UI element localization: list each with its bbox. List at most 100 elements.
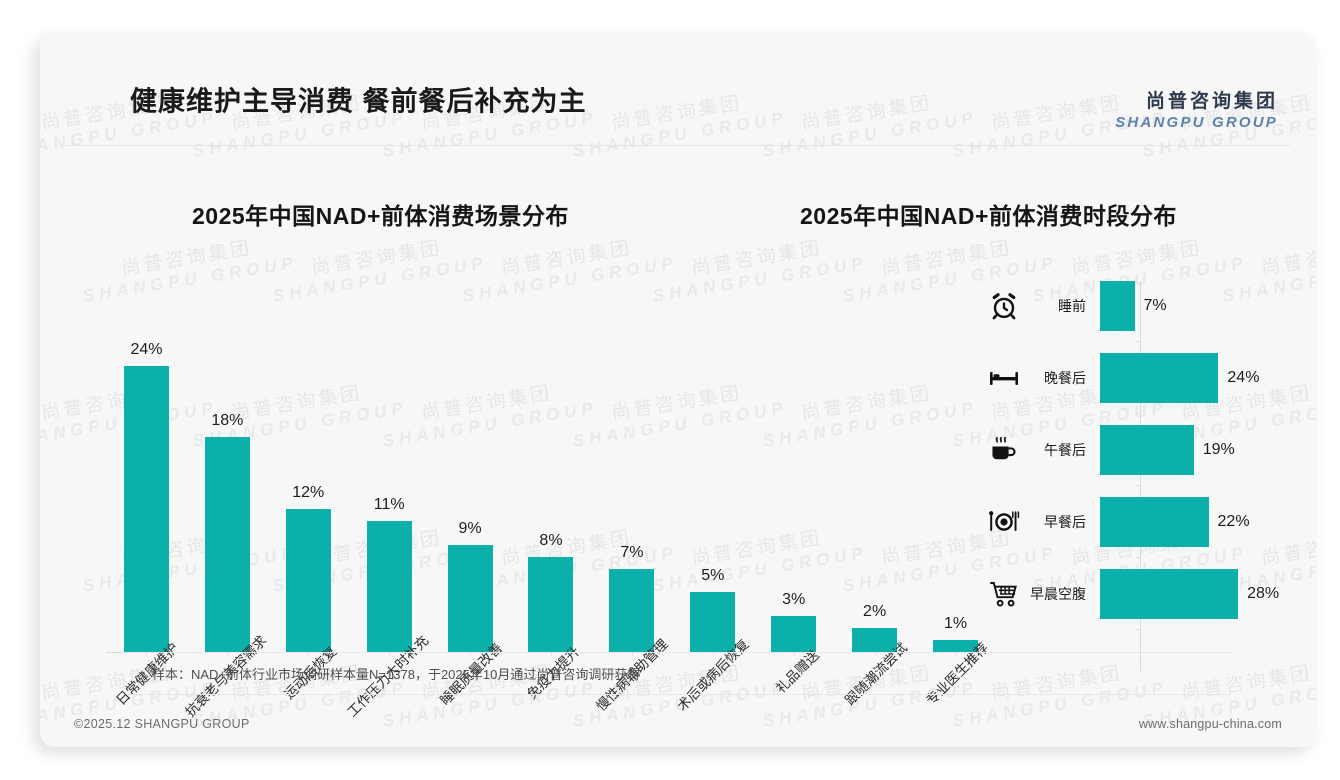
logo-text-en: SHANGPU GROUP <box>1115 113 1278 131</box>
bar[interactable] <box>528 556 574 652</box>
left-bar-columns: 24% 18% 12% 11% 9% 8% 7% 5% 3% 2% 1% <box>106 303 996 656</box>
row-label: 早餐后 <box>1044 514 1086 530</box>
bar-track: 19% <box>1100 425 1298 475</box>
axis-tick <box>1136 557 1141 558</box>
axis-tick <box>1136 629 1141 630</box>
bar-track: 22% <box>1100 497 1298 547</box>
bar[interactable] <box>1100 353 1219 403</box>
row-label: 午餐后 <box>1044 442 1086 458</box>
bar-value-label: 3% <box>782 591 806 609</box>
logo-text-cn: 尚普咨询集团 <box>1145 91 1278 112</box>
bar-value-label: 7% <box>1143 297 1167 314</box>
brand-logo: 尚普咨询集团 SHANGPU GROUP <box>1115 91 1278 132</box>
bar[interactable] <box>771 616 817 652</box>
bar[interactable] <box>1100 425 1194 475</box>
footnote-text: 样本：NAD+前体行业市场调研样本量N=1378，于2025年10月通过尚普咨询… <box>152 667 641 682</box>
header: 健康维护主导消费 餐前餐后补充为主 尚普咨询集团 SHANGPU GROUP <box>40 33 1316 141</box>
bar-row[interactable]: 早餐后 22% <box>980 497 1298 547</box>
bar-value-label: 11% <box>373 495 405 513</box>
bar-column[interactable]: 5% <box>672 303 753 656</box>
bar-track: 24% <box>1100 353 1298 403</box>
bar-column[interactable]: 3% <box>753 303 834 656</box>
bar-column[interactable]: 2% <box>834 303 915 656</box>
bar-row[interactable]: 午餐后 19% <box>980 425 1298 475</box>
bar-value-label: 22% <box>1217 513 1250 530</box>
website-link[interactable]: www.shangpu-china.com <box>1138 717 1282 731</box>
axis-tick <box>1136 485 1141 486</box>
bar-track: 28% <box>1100 569 1298 619</box>
bar[interactable] <box>366 520 412 652</box>
bar-value-label: 19% <box>1202 441 1235 458</box>
axis-tick <box>874 652 876 656</box>
bar-column[interactable]: 9% <box>430 303 511 656</box>
bar-row[interactable]: 睡前 7% <box>980 281 1298 331</box>
bar-value-label: 5% <box>701 567 725 585</box>
bar-value-label: 8% <box>539 531 563 549</box>
axis-tick <box>389 652 391 656</box>
coffee-cup-icon <box>980 435 1028 465</box>
bar-row[interactable]: 早晨空腹 28% <box>980 569 1298 619</box>
bar-column[interactable]: 1% <box>915 303 996 656</box>
bar[interactable] <box>690 592 736 652</box>
row-label: 晚餐后 <box>1044 370 1086 386</box>
row-label: 睡前 <box>1058 298 1086 314</box>
bar[interactable] <box>933 640 979 652</box>
bar-column[interactable]: 8% <box>511 303 592 656</box>
right-chart-title: 2025年中国NAD+前体消费时段分布 <box>800 203 1177 229</box>
bar-row[interactable]: 晚餐后 24% <box>980 353 1298 403</box>
axis-tick <box>470 652 472 656</box>
page-title: 健康维护主导消费 餐前餐后补充为主 <box>130 86 587 117</box>
right-axis-line <box>1140 281 1141 671</box>
axis-tick <box>1136 413 1141 414</box>
bar[interactable] <box>609 568 655 652</box>
axis-tick <box>631 652 633 656</box>
copyright-text: ©2025.12 SHANGPU GROUP <box>74 717 250 731</box>
row-label: 早晨空腹 <box>1030 586 1086 602</box>
bar-column[interactable]: 7% <box>591 303 672 656</box>
bar-value-label: 12% <box>292 483 325 501</box>
bar-value-label: 24% <box>130 340 163 358</box>
bar[interactable] <box>447 544 493 652</box>
axis-tick <box>227 652 229 656</box>
bar-value-label: 28% <box>1247 585 1280 602</box>
bar[interactable] <box>1100 497 1209 547</box>
bar-value-label: 2% <box>863 603 887 621</box>
bar-column[interactable]: 24% <box>106 303 187 656</box>
bar[interactable] <box>852 628 898 652</box>
alarm-clock-icon <box>980 291 1028 321</box>
axis-tick <box>1136 341 1141 342</box>
bar[interactable] <box>1100 569 1239 619</box>
bar[interactable] <box>204 437 250 652</box>
charts-area: 2025年中国NAD+前体消费场景分布 2025年中国NAD+前体消费时段分布 … <box>40 153 1316 720</box>
bar[interactable] <box>285 508 331 652</box>
consumption-scenarios-chart: 24% 18% 12% 11% 9% 8% 7% 5% 3% 2% 1% 日常健康维护 抗衰老与美容需… <box>106 303 996 720</box>
footnote-divider-top <box>126 652 1230 653</box>
bed-icon <box>980 363 1028 393</box>
left-chart-title: 2025年中国NAD+前体消费场景分布 <box>192 203 569 229</box>
plate-cutlery-icon <box>980 508 1028 536</box>
header-divider <box>66 145 1290 146</box>
axis-tick <box>308 652 310 656</box>
bar-value-label: 24% <box>1227 369 1260 386</box>
consumption-time-slots-chart: 睡前 7% 晚餐后 24% 午餐后 19% 早餐后 22% 早晨空腹 28% <box>980 281 1298 671</box>
axis-tick <box>793 652 795 656</box>
slide-card: 尚普咨询集团 SHANGPU GROUP 尚普咨询集团 SHANGPU GROUP 尚普… <box>40 33 1316 747</box>
bar-column[interactable]: 12% <box>268 303 349 656</box>
axis-tick <box>146 652 148 656</box>
bar-column[interactable]: 18% <box>187 303 268 656</box>
bar-value-label: 1% <box>943 615 968 633</box>
footer: ©2025.12 SHANGPU GROUP www.shangpu-china… <box>40 701 1316 747</box>
bar-value-label: 7% <box>620 543 644 561</box>
bar[interactable] <box>123 365 169 652</box>
axis-tick <box>955 652 957 656</box>
bar-column[interactable]: 11% <box>349 303 430 656</box>
axis-tick <box>550 652 552 656</box>
bar-value-label: 18% <box>211 412 244 430</box>
footnote-divider-bottom <box>126 694 1230 695</box>
axis-tick <box>712 652 714 656</box>
bar-value-label: 9% <box>458 519 482 537</box>
bar-track: 7% <box>1100 281 1298 331</box>
left-plot-area: 24% 18% 12% 11% 9% 8% 7% 5% 3% 2% 1% <box>106 303 996 656</box>
bar[interactable] <box>1100 281 1135 331</box>
